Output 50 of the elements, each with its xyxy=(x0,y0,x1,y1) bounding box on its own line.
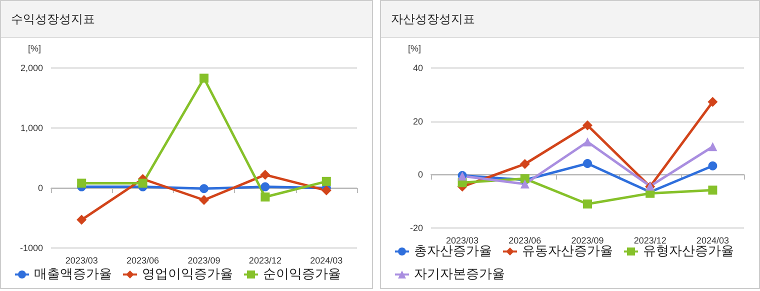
y-tick-label: 0 xyxy=(38,183,43,193)
legend-label: 매출액증가율 xyxy=(34,267,112,282)
y-axis-title: [%] xyxy=(408,44,421,54)
point xyxy=(583,200,592,208)
point xyxy=(138,178,148,188)
point xyxy=(708,161,718,170)
point xyxy=(77,178,86,188)
x-tick-label: 2023/09 xyxy=(571,236,604,246)
x-tick-label: 2023/12 xyxy=(634,236,666,246)
x-tick-label: 2024/03 xyxy=(310,256,343,266)
chart-title: 자산성장성지표 xyxy=(381,1,759,38)
legend-label: 영업이익증가율 xyxy=(142,267,233,282)
legend-label: 자기자본증가율 xyxy=(414,267,505,282)
x-tick-label: 2023/06 xyxy=(508,236,542,246)
x-tick-label: 2023/09 xyxy=(188,256,220,266)
point xyxy=(200,184,208,194)
x-tick-label: 2023/12 xyxy=(248,256,282,266)
point xyxy=(199,195,209,205)
legend-label: 유형자산증가율 xyxy=(643,244,734,259)
point xyxy=(260,170,270,180)
point xyxy=(260,182,270,192)
chart-title: 수익성장성지표 xyxy=(1,1,372,38)
legend-label: 순이익증가율 xyxy=(263,267,341,282)
y-tick-label: 0 xyxy=(418,170,423,180)
point xyxy=(582,120,592,130)
point xyxy=(200,74,208,83)
point xyxy=(708,142,718,152)
point xyxy=(520,180,530,188)
point xyxy=(260,192,270,202)
point xyxy=(76,214,87,225)
point xyxy=(708,96,718,107)
y-tick-label: -1000 xyxy=(20,243,43,253)
legend-label: 유동자산증가율 xyxy=(522,244,613,259)
y-tick-label: 40 xyxy=(412,63,423,73)
point xyxy=(322,176,331,186)
y-tick-label: 20 xyxy=(412,116,423,126)
point xyxy=(520,159,530,169)
point xyxy=(321,185,332,196)
y-axis-title: [%] xyxy=(28,44,41,54)
y-tick-label: -20 xyxy=(410,223,423,233)
point xyxy=(583,158,592,168)
x-tick-label: 2024/03 xyxy=(696,236,729,246)
point xyxy=(583,137,592,146)
y-tick-label: 1,000 xyxy=(20,123,43,133)
point xyxy=(708,186,718,195)
x-tick-label: 2023/03 xyxy=(446,236,479,246)
x-tick-label: 2023/06 xyxy=(126,256,160,266)
legend-label: 총자산증가율 xyxy=(414,244,492,259)
y-tick-label: 2,000 xyxy=(20,63,43,73)
x-tick-label: 2023/03 xyxy=(65,256,98,266)
